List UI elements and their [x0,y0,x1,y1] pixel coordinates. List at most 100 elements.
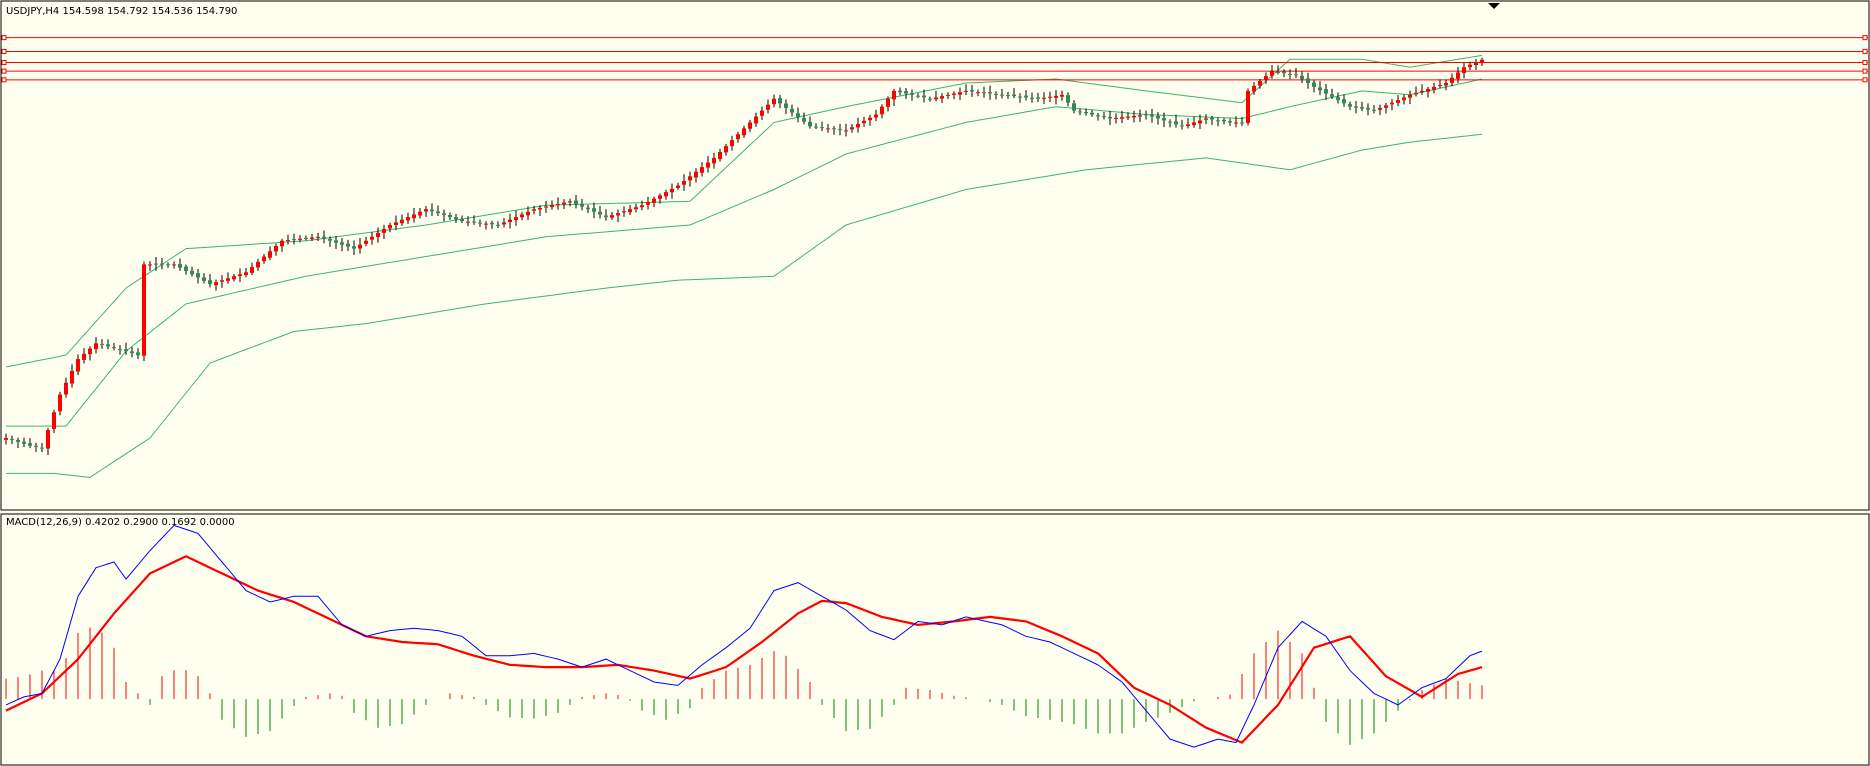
candle-body-237 [1426,88,1430,92]
macd-layer [5,524,1483,748]
candle-body-194 [1168,121,1172,123]
candle-body-39 [238,274,242,277]
candle-body-203 [1222,120,1226,122]
candle-body-241 [1450,77,1454,83]
candle-body-137 [826,128,830,130]
candle-body-229 [1378,107,1382,110]
candle-body-86 [520,214,524,218]
candle-body-220 [1324,89,1328,94]
candle-body-190 [1144,114,1148,116]
candle-body-104 [628,209,632,213]
candle-body-227 [1366,107,1370,110]
candle-body-177 [1066,95,1070,103]
candle-body-77 [466,221,470,223]
candle-body-22 [136,352,140,356]
candle-body-42 [256,261,260,268]
candle-body-41 [250,267,254,273]
candle-body-150 [904,91,908,94]
candle-body-61 [370,236,374,240]
candle-body-232 [1396,100,1400,103]
candle-body-131 [790,108,794,113]
candle-body-16 [100,343,104,345]
candle-body-103 [622,211,626,213]
candle-body-37 [226,278,230,281]
candle-body-34 [208,280,212,285]
candle-body-101 [610,215,614,218]
candle-body-197 [1186,124,1190,126]
candle-body-207 [1246,90,1250,123]
candle-body-163 [982,92,986,94]
resistance-handle-right-5 [1862,77,1868,83]
candle-body-25 [154,263,158,265]
candle-body-31 [190,270,194,275]
candle-body-109 [658,195,662,199]
candle-body-224 [1348,104,1352,107]
candle-body-14 [88,348,92,355]
candle-body-106 [640,205,644,208]
candle-body-43 [262,256,266,262]
candle-body-79 [478,222,482,224]
candle-body-174 [1048,96,1052,98]
candle-body-21 [130,351,134,354]
candle-body-189 [1138,115,1142,117]
candle-body-170 [1024,95,1028,98]
candle-body-108 [652,198,656,203]
candle-body-50 [304,237,308,239]
candle-body-209 [1258,81,1262,86]
candle-body-90 [544,206,548,208]
candle-body-181 [1090,112,1094,115]
candle-body-71 [430,209,434,212]
candle-body-228 [1372,109,1376,111]
candle-body-127 [766,104,770,110]
candle-body-13 [82,353,86,360]
candle-body-10 [64,382,68,395]
candle-body-208 [1252,85,1256,92]
candle-body-57 [346,243,350,247]
resistance-handle-right-2 [1862,48,1868,54]
candle-body-192 [1156,115,1160,119]
candle-body-51 [310,237,314,239]
candle-body-149 [898,90,902,93]
candle-body-56 [340,242,344,245]
candle-body-55 [334,240,338,243]
candle-body-48 [292,239,296,241]
candle-body-76 [460,219,464,222]
candle-body-17 [106,344,110,347]
candle-body-93 [562,202,566,205]
candle-body-141 [850,127,854,130]
candle-body-29 [178,263,182,268]
price-layer [1,35,1868,478]
candle-body-145 [874,114,878,118]
candle-body-49 [298,238,302,240]
candle-body-73 [442,213,446,216]
candle-body-186 [1120,117,1124,119]
candle-body-82 [496,224,500,226]
candle-body-236 [1420,90,1424,93]
candle-body-24 [148,264,152,266]
candle-body-172 [1036,97,1040,99]
candle-body-20 [124,349,128,352]
candle-body-183 [1102,116,1106,118]
scroll-marker-icon[interactable] [1488,3,1500,9]
candle-body-133 [802,117,806,122]
candle-body-152 [916,95,920,97]
candle-body-85 [514,217,518,220]
candle-body-18 [112,347,116,349]
candle-body-9 [58,394,62,412]
candle-body-219 [1318,87,1322,91]
candle-body-110 [664,192,668,197]
candle-body-244 [1468,64,1472,68]
candle-body-213 [1282,71,1286,74]
candle-body-66 [400,219,404,224]
candle-body-136 [820,127,824,129]
candle-body-143 [862,120,866,124]
candle-body-222 [1336,97,1340,101]
candle-body-69 [418,211,422,216]
candle-body-97 [586,207,590,210]
candle-body-67 [406,217,410,221]
candle-body-116 [700,167,704,173]
macd-legend: MACD(12,26,9) 0.4202 0.2900 0.1692 0.000… [6,517,235,528]
candle-body-210 [1264,76,1268,80]
